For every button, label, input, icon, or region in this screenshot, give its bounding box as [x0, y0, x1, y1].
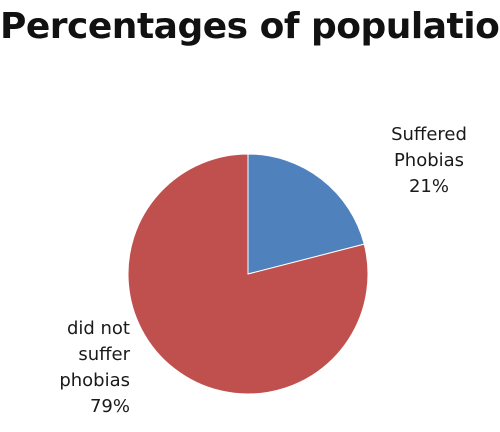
slice-label-did-not-suffer: did not suffer phobias 79% [20, 316, 130, 420]
slice-label-line: phobias [59, 370, 130, 391]
pie-slice-1 [127, 153, 369, 395]
pie-slices [127, 153, 369, 395]
chart-title: Percentages of population [0, 6, 500, 47]
slice-label-suffered: Suffered Phobias 21% [380, 122, 478, 200]
slice-label-line: Suffered [391, 124, 467, 145]
pie-slice-0 [247, 153, 365, 275]
slice-label-line: suffer [78, 344, 130, 365]
slice-value-label: 79% [89, 396, 130, 417]
slice-value-label: 21% [408, 176, 449, 197]
slice-label-line: Phobias [393, 150, 465, 171]
slice-label-line: did not [66, 318, 130, 339]
